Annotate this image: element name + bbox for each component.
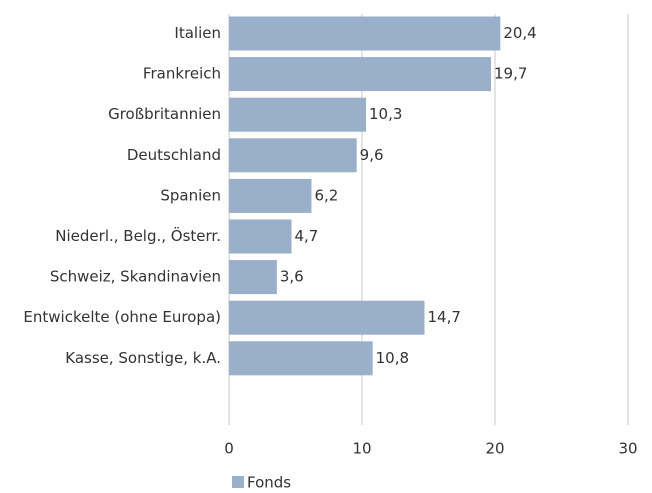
y-tick-label: Frankreich bbox=[143, 65, 221, 83]
value-label: 10,8 bbox=[376, 349, 409, 367]
x-tick-label: 30 bbox=[618, 440, 637, 458]
value-label: 14,7 bbox=[428, 308, 461, 326]
bar bbox=[229, 16, 501, 51]
y-tick-label: Spanien bbox=[160, 186, 221, 204]
y-tick-label: Italien bbox=[174, 24, 221, 42]
value-label: 10,3 bbox=[369, 105, 402, 123]
bar bbox=[229, 138, 357, 173]
bar bbox=[229, 57, 492, 92]
y-tick-label: Schweiz, Skandinavien bbox=[50, 268, 221, 286]
bar bbox=[229, 178, 312, 213]
value-label: 9,6 bbox=[360, 146, 384, 164]
y-tick-label: Entwickelte (ohne Europa) bbox=[23, 308, 221, 326]
bar bbox=[229, 219, 292, 254]
y-tick-label: Deutschland bbox=[127, 146, 221, 164]
legend-swatch bbox=[232, 476, 244, 488]
x-tick-label: 10 bbox=[352, 440, 371, 458]
y-tick-label: Kasse, Sonstige, k.A. bbox=[65, 349, 221, 367]
x-tick-label: 0 bbox=[224, 440, 234, 458]
bar bbox=[229, 300, 425, 335]
legend-label: Fonds bbox=[247, 474, 291, 492]
value-label: 19,7 bbox=[494, 65, 527, 83]
bar bbox=[229, 260, 277, 295]
y-tick-label: Großbritannien bbox=[108, 105, 221, 123]
y-tick-label: Niederl., Belg., Österr. bbox=[55, 226, 221, 245]
value-label: 4,7 bbox=[295, 227, 319, 245]
bar bbox=[229, 341, 373, 376]
value-label: 6,2 bbox=[314, 186, 338, 204]
value-label: 3,6 bbox=[280, 268, 304, 286]
x-tick-label: 20 bbox=[485, 440, 504, 458]
bar bbox=[229, 97, 366, 132]
value-label: 20,4 bbox=[503, 24, 536, 42]
